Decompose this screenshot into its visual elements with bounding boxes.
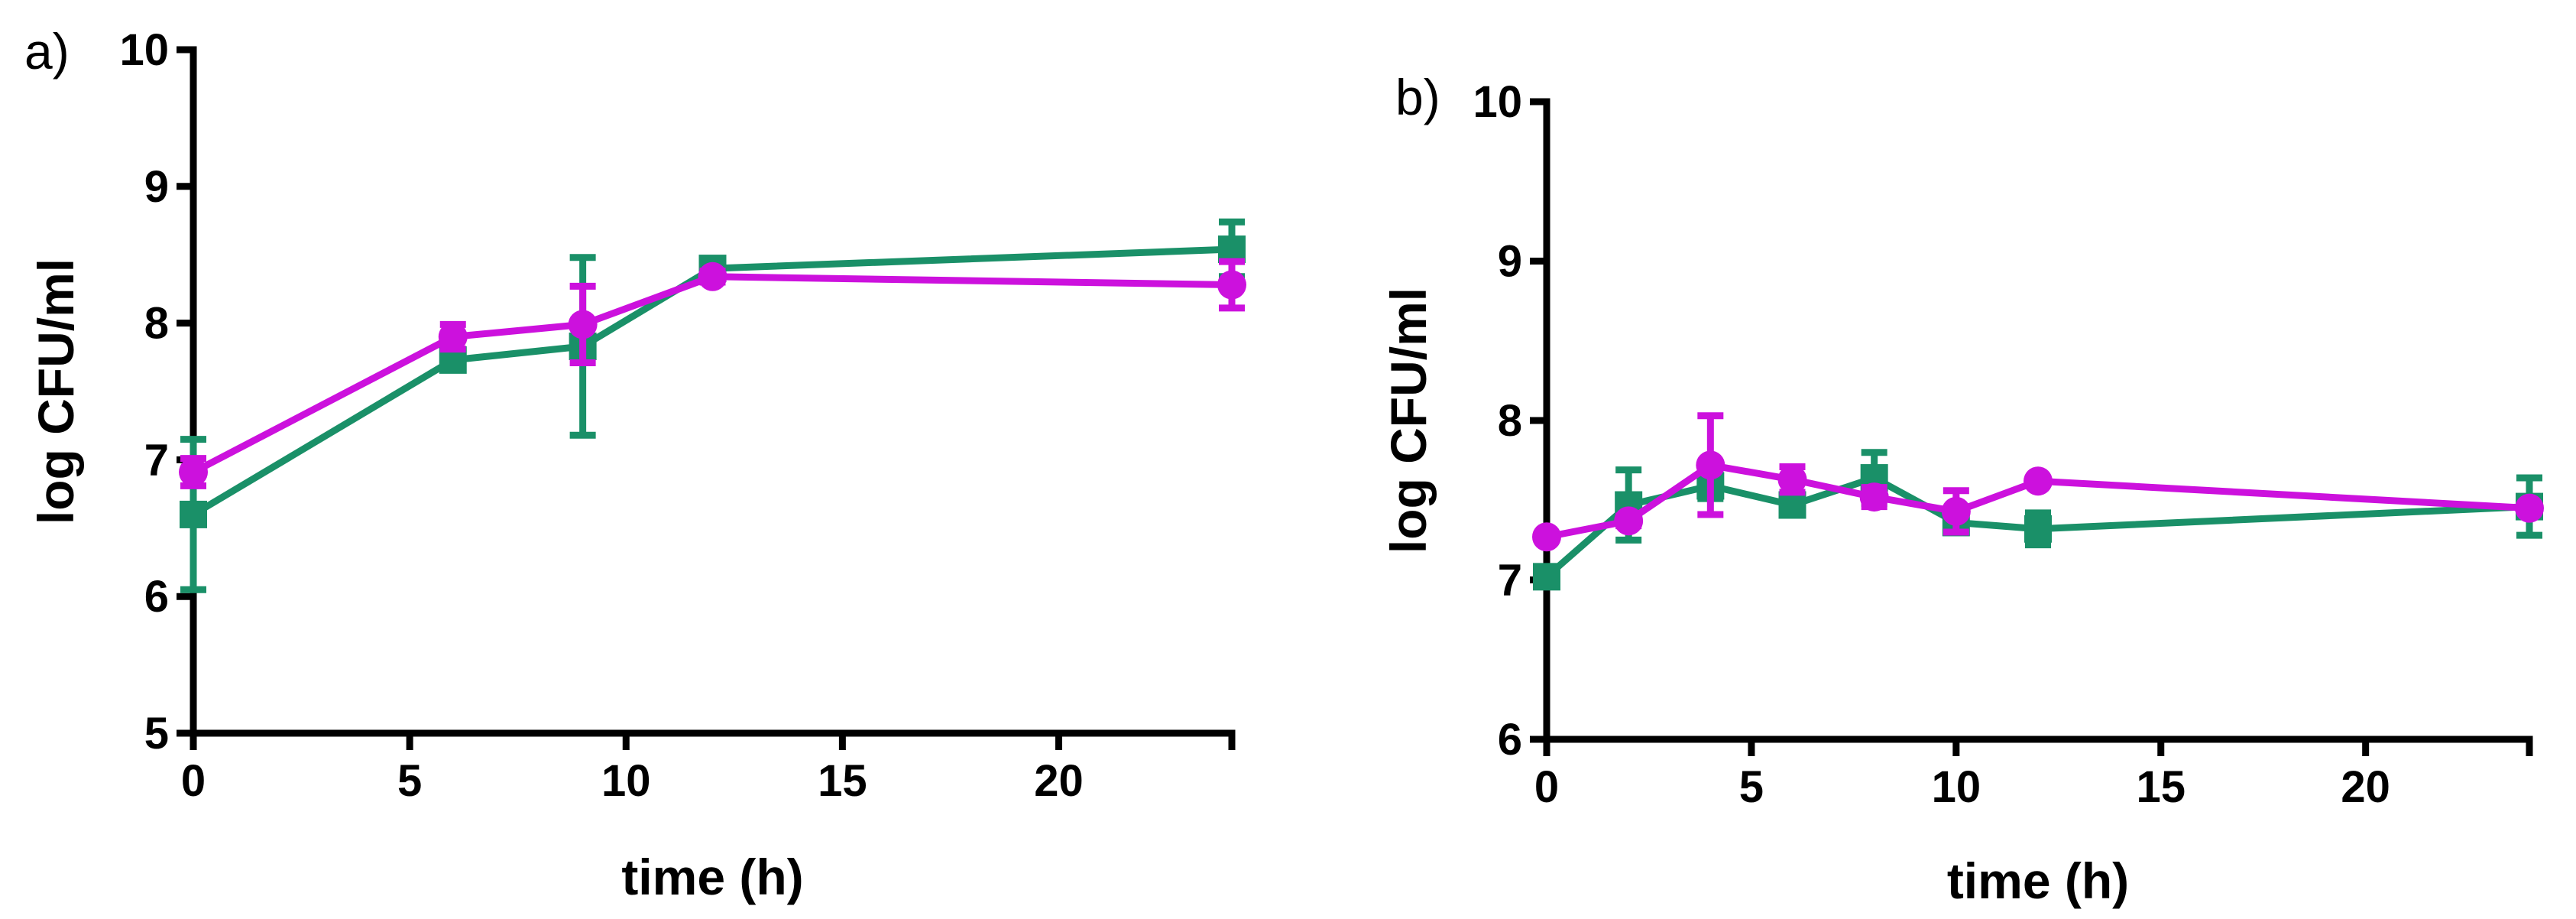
- y-tick-label: 5: [144, 709, 169, 758]
- x-tick-label: 15: [818, 756, 867, 806]
- data-point: [1859, 482, 1889, 512]
- data-point: [438, 322, 468, 352]
- y-axis-title: log CFU/ml: [1380, 287, 1437, 554]
- data-point: [1217, 270, 1246, 300]
- axes: [1543, 98, 2533, 743]
- data-point: [1696, 450, 1725, 480]
- y-tick-label: 9: [1498, 237, 1522, 287]
- data-point: [568, 310, 598, 339]
- x-tick-label: 0: [181, 756, 206, 806]
- x-axis-title: time (h): [1947, 852, 2129, 909]
- y-tick-label: 9: [144, 162, 169, 212]
- data-point: [1777, 465, 1807, 495]
- y-tick-label: 7: [144, 435, 169, 485]
- data-point: [179, 457, 208, 487]
- series-line: [191, 273, 1233, 476]
- y-tick-label: 6: [1498, 715, 1522, 765]
- panel-label: a): [24, 23, 70, 80]
- y-tick-label: 8: [144, 299, 169, 349]
- x-tick-label: 10: [601, 756, 651, 806]
- panel-label: b): [1395, 69, 1440, 125]
- data-point: [698, 261, 727, 291]
- y-tick-label: 10: [119, 25, 169, 75]
- series-circle: [1532, 412, 2544, 552]
- series-line: [1546, 461, 2530, 541]
- y-tick-label: 10: [1473, 77, 1522, 127]
- data-point: [1532, 522, 1561, 552]
- y-tick-label: 6: [144, 572, 169, 622]
- x-tick-label: 15: [2136, 762, 2186, 812]
- x-tick-label: 20: [1034, 756, 1084, 806]
- data-point: [1614, 506, 1644, 536]
- y-axis-title: log CFU/ml: [28, 258, 84, 524]
- x-tick-label: 10: [1932, 762, 1981, 812]
- x-tick-label: 20: [2341, 762, 2390, 812]
- data-point: [2515, 493, 2544, 523]
- data-point: [1941, 496, 1971, 526]
- y-tick-label: 8: [1498, 396, 1522, 446]
- chart-panel-b: b) 6 7 8 9 10 0 5 10 15 20 time (h) log CFU/ml: [1380, 69, 2544, 909]
- x-tick-label: 5: [1739, 762, 1764, 812]
- series-circle: [179, 258, 1246, 489]
- y-tick-label: 7: [1498, 556, 1522, 606]
- x-axis-title: time (h): [621, 849, 803, 905]
- x-tick-label: 5: [397, 756, 422, 806]
- x-tick-label: 0: [1534, 762, 1559, 812]
- data-point: [180, 500, 207, 528]
- data-point: [1533, 563, 1560, 591]
- data-point: [2024, 466, 2053, 496]
- data-point: [1778, 491, 1806, 519]
- data-point: [2024, 515, 2052, 543]
